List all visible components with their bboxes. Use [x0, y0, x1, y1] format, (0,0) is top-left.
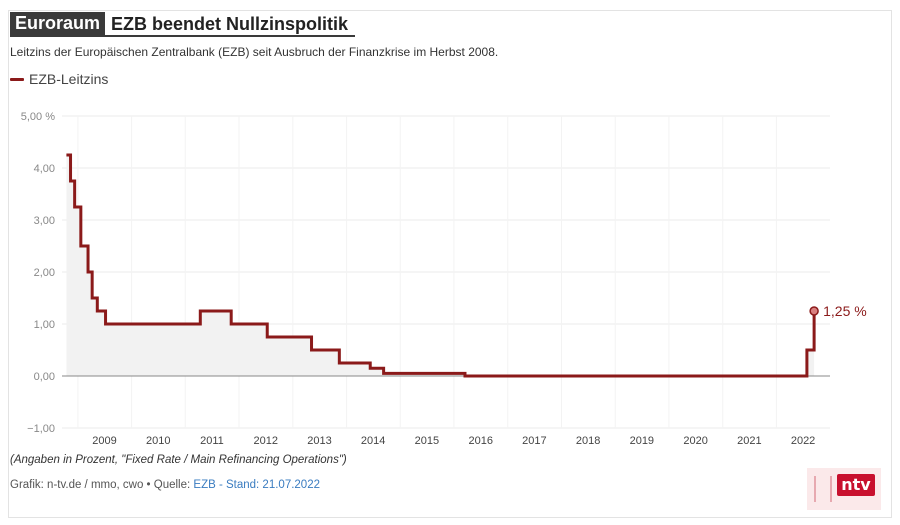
x-tick-label: 2022 [791, 435, 815, 447]
y-tick-label: 4,00 [34, 163, 55, 175]
chart-footnote: (Angaben in Prozent, "Fixed Rate / Main … [10, 454, 347, 466]
x-tick-label: 2017 [522, 435, 546, 447]
chart-source: Grafik: n-tv.de / mmo, cwo • Quelle: EZB… [10, 479, 320, 491]
chart-legend[interactable]: EZB-Leitzins [10, 71, 108, 87]
area-fill [66, 155, 815, 376]
chart-title: Euroraum EZB beendet Nullzinspolitik [10, 12, 348, 35]
x-tick-label: 2012 [254, 435, 278, 447]
grid-lines [62, 115, 830, 429]
x-tick-label: 2018 [576, 435, 600, 447]
y-tick-label: 3,00 [34, 215, 55, 227]
x-tick-label: 2009 [92, 435, 116, 447]
y-tick-label: −1,00 [27, 423, 55, 435]
series-line-ezb-leitzins [66, 153, 816, 378]
ntv-logo: ntv [807, 468, 881, 510]
x-axis-labels: 2009 2010 2011 2012 2013 2014 2015 2016 2017 2018… [92, 435, 815, 447]
y-tick-label: 2,00 [34, 267, 55, 279]
y-tick-label: 5,00 % [21, 111, 55, 123]
logo-decoration [814, 476, 832, 502]
title-underline [10, 35, 355, 37]
end-value-label: 1,25 % [823, 303, 867, 319]
x-tick-label: 2014 [361, 435, 385, 447]
y-axis-labels: 5,00 % 4,00 3,00 2,00 1,00 0,00 −1,00 [21, 111, 55, 435]
logo-text: ntv [837, 474, 875, 496]
x-tick-label: 2016 [468, 435, 492, 447]
page-title: EZB beendet Nullzinspolitik [111, 13, 349, 34]
legend-swatch [10, 77, 24, 81]
x-tick-label: 2011 [200, 435, 224, 447]
source-link[interactable]: EZB - Stand: 21.07.2022 [193, 479, 320, 491]
chart-card [8, 10, 892, 518]
y-tick-label: 1,00 [34, 319, 55, 331]
x-tick-label: 2021 [737, 435, 761, 447]
legend-label: EZB-Leitzins [29, 71, 109, 87]
end-point-marker[interactable] [809, 306, 819, 316]
x-tick-label: 2020 [683, 435, 707, 447]
chart-subtitle: Leitzins der Europäischen Zentralbank (E… [10, 45, 499, 59]
x-tick-label: 2010 [146, 435, 170, 447]
x-tick-label: 2019 [630, 435, 654, 447]
x-tick-label: 2015 [415, 435, 439, 447]
y-tick-label: 0,00 [34, 371, 55, 383]
x-tick-label: 2013 [307, 435, 331, 447]
title-tag: Euroraum [10, 12, 106, 35]
source-text: Grafik: n-tv.de / mmo, cwo • Quelle: [10, 479, 194, 491]
